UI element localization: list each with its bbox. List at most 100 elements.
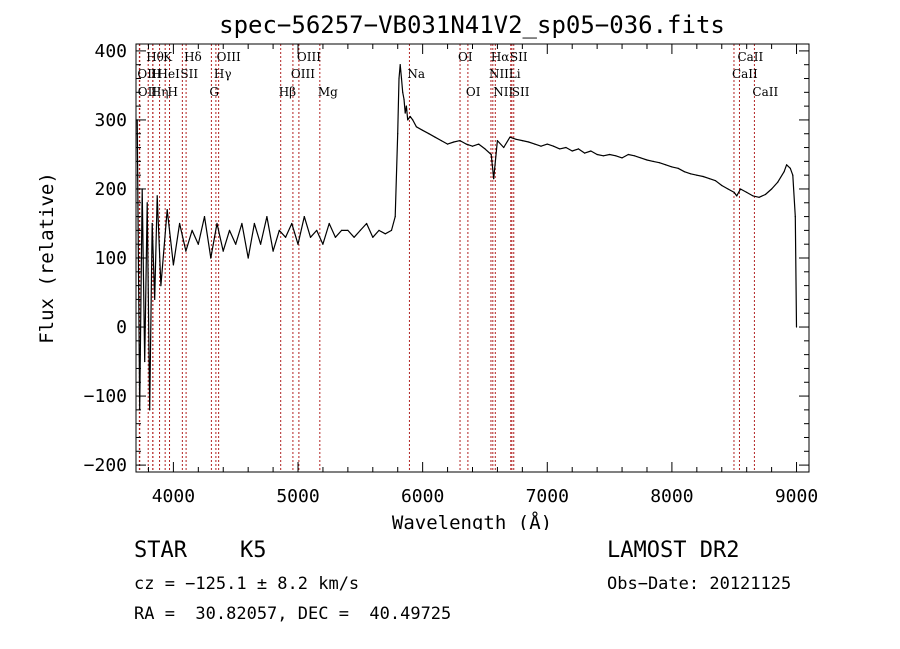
redshift-velocity: cz = −125.1 ± 8.2 km/s bbox=[134, 574, 360, 594]
data-point-0-27 bbox=[272, 250, 274, 252]
data-point-0-101 bbox=[671, 166, 673, 168]
data-point-0-87 bbox=[584, 152, 586, 154]
data-point-0-114 bbox=[746, 191, 748, 193]
x-tick-label: 8000 bbox=[650, 486, 693, 507]
y-tick-label: −200 bbox=[84, 455, 127, 476]
data-point-0-60 bbox=[422, 129, 424, 131]
data-point-0-84 bbox=[565, 146, 567, 149]
x-tick-label: 5000 bbox=[276, 486, 319, 507]
data-point-0-35 bbox=[322, 243, 324, 245]
data-point-0-108 bbox=[714, 180, 717, 182]
data-point-0-97 bbox=[646, 159, 648, 161]
data-point-0-58 bbox=[412, 119, 414, 121]
data-point-0-124 bbox=[794, 216, 796, 218]
data-point-0-94 bbox=[627, 153, 629, 156]
data-point-0-23 bbox=[247, 257, 249, 259]
data-point-0-115 bbox=[752, 195, 754, 197]
data-point-0-25 bbox=[260, 243, 262, 245]
object-type: STAR bbox=[134, 538, 187, 563]
data-point-0-122 bbox=[789, 167, 791, 169]
data-point-0-6 bbox=[151, 222, 153, 225]
marker-label-2: Hθ bbox=[146, 50, 164, 64]
data-point-0-34 bbox=[316, 229, 318, 231]
data-point-0-67 bbox=[465, 143, 467, 145]
sky-coordinates: RA = 30.82057, DEC = 40.49725 bbox=[134, 604, 452, 624]
data-point-0-10 bbox=[166, 209, 168, 211]
x-tick-labels: 4000 5000 6000 7000 8000 9000 bbox=[152, 486, 819, 507]
data-point-0-53 bbox=[403, 98, 405, 100]
object-subclass: K5 bbox=[240, 538, 267, 563]
y-tick-label: 100 bbox=[94, 248, 127, 269]
marker-label-11: Hγ bbox=[214, 67, 232, 81]
data-point-0-32 bbox=[303, 216, 305, 218]
data-point-0-104 bbox=[690, 173, 692, 175]
data-point-0-80 bbox=[540, 145, 542, 147]
data-point-0-33 bbox=[309, 236, 312, 238]
data-point-0-82 bbox=[552, 145, 555, 147]
data-point-0-49 bbox=[398, 77, 400, 80]
marker-label-1: OII bbox=[138, 85, 158, 99]
data-point-0-73 bbox=[496, 140, 498, 142]
marker-label-13: Hβ bbox=[279, 85, 296, 99]
marker-label-22: NII bbox=[493, 85, 513, 99]
chart-title: spec−56257−VB031N41V2_sp05−036.fits bbox=[219, 11, 725, 39]
data-point-0-121 bbox=[786, 164, 788, 166]
data-point-0-98 bbox=[652, 160, 654, 162]
data-point-0-48 bbox=[397, 133, 399, 135]
data-point-0-51 bbox=[400, 77, 403, 80]
marker-label-4: Hη bbox=[151, 85, 169, 99]
data-point-0-17 bbox=[210, 257, 212, 259]
data-point-0-4 bbox=[146, 202, 148, 204]
marker-label-9: Hδ bbox=[184, 50, 202, 64]
data-point-0-30 bbox=[291, 222, 293, 225]
data-point-0-8 bbox=[156, 195, 158, 197]
data-point-0-106 bbox=[702, 175, 704, 178]
marker-label-25: SII bbox=[512, 85, 530, 99]
data-point-0-79 bbox=[534, 143, 536, 145]
data-point-0-110 bbox=[727, 188, 729, 190]
data-point-0-15 bbox=[197, 243, 199, 245]
data-point-0-69 bbox=[478, 143, 480, 145]
data-point-0-86 bbox=[577, 148, 580, 150]
x-tick-label: 7000 bbox=[526, 486, 569, 507]
marker-label-26: CaII bbox=[732, 67, 758, 81]
data-point-0-59 bbox=[415, 126, 417, 128]
data-point-0-11 bbox=[172, 264, 174, 266]
marker-label-23: Li bbox=[509, 67, 521, 81]
data-point-0-117 bbox=[764, 193, 767, 196]
data-point-0-42 bbox=[366, 222, 368, 225]
marker-label-21: Hα bbox=[491, 50, 510, 64]
marker-label-15: OIII bbox=[297, 50, 321, 64]
data-point-0-103 bbox=[683, 171, 686, 173]
data-point-0-40 bbox=[353, 236, 355, 238]
y-tick-label: 400 bbox=[94, 41, 127, 62]
marker-label-14: OIII bbox=[291, 67, 315, 81]
data-point-0-46 bbox=[390, 229, 393, 231]
marker-label-28: CaII bbox=[752, 85, 778, 99]
y-tick-label: 200 bbox=[94, 179, 127, 200]
data-point-0-95 bbox=[633, 155, 636, 157]
data-point-0-37 bbox=[334, 236, 336, 238]
data-point-0-88 bbox=[590, 150, 592, 152]
data-point-0-52 bbox=[402, 91, 404, 93]
data-point-0-99 bbox=[658, 162, 661, 164]
data-point-0-41 bbox=[359, 229, 361, 231]
data-point-0-71 bbox=[490, 153, 492, 156]
marker-label-24: SII bbox=[510, 50, 528, 64]
data-point-0-76 bbox=[515, 138, 517, 140]
data-point-0-63 bbox=[440, 140, 442, 142]
data-point-0-55 bbox=[405, 105, 407, 107]
marker-label-17: Na bbox=[407, 67, 425, 81]
observation-date: Obs−Date: 20121125 bbox=[607, 574, 792, 594]
marker-label-6: K bbox=[163, 50, 173, 64]
data-point-0-9 bbox=[160, 285, 162, 287]
data-point-0-45 bbox=[384, 233, 386, 235]
data-point-0-14 bbox=[191, 229, 193, 231]
data-point-0-113 bbox=[739, 188, 742, 190]
data-point-0-68 bbox=[471, 145, 474, 147]
data-point-0-36 bbox=[328, 222, 330, 225]
data-point-0-13 bbox=[185, 250, 187, 252]
data-point-0-18 bbox=[216, 222, 218, 225]
data-point-0-28 bbox=[278, 229, 280, 231]
data-point-0-66 bbox=[459, 140, 461, 142]
